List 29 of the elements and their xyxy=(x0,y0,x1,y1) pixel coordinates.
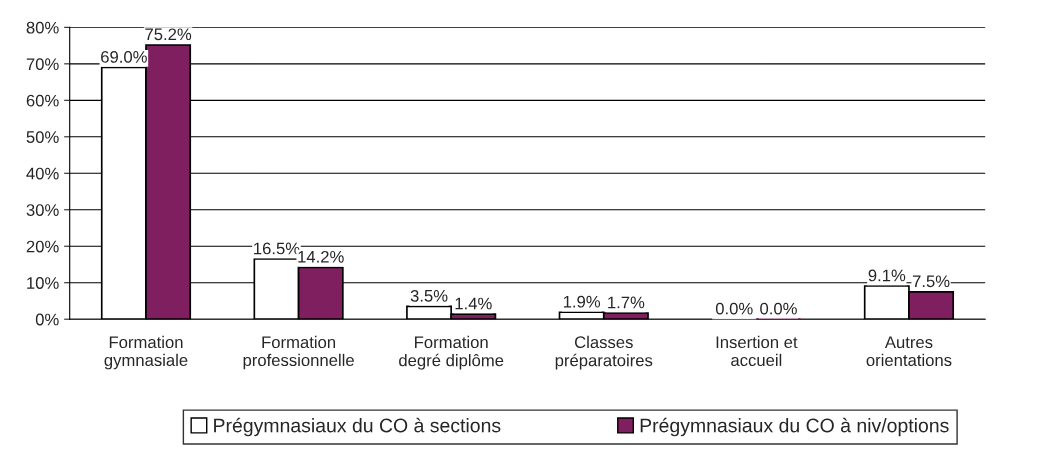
data-label: 69.0% xyxy=(101,51,147,63)
data-label: 7.5% xyxy=(912,275,950,288)
data-label: 9.1% xyxy=(868,269,906,282)
x-tick-label: Insertion et accueil xyxy=(716,335,798,367)
data-label: 1.9% xyxy=(563,295,601,308)
data-label: 0.0% xyxy=(715,302,753,315)
x-tick-label: Formation degré diplôme xyxy=(399,335,504,370)
data-label: 75.2% xyxy=(145,28,192,41)
legend-label: Prégymnasiaux du CO à sections xyxy=(214,417,501,437)
x-tick-label: Formation professionnelle xyxy=(243,335,354,370)
y-tick-label: 10% xyxy=(27,277,59,289)
data-label: 16.5% xyxy=(254,242,300,255)
data-label: 0.0% xyxy=(760,302,797,315)
y-tick-label: 80% xyxy=(26,21,59,34)
y-tick-label: 30% xyxy=(26,204,59,216)
x-tick-label: Autres orientations xyxy=(866,336,952,367)
x-tick-label: Classes préparatoires xyxy=(555,335,653,370)
y-tick-label: 70% xyxy=(26,58,59,71)
y-tick-label: 20% xyxy=(26,240,59,253)
y-tick-label: 60% xyxy=(26,94,59,107)
x-tick-label: Formation gymnasiale xyxy=(104,335,188,370)
legend-label: Prégymnasiaux du CO à niv/options xyxy=(640,417,949,437)
data-label: 1.4% xyxy=(455,297,492,310)
y-tick-label: 0% xyxy=(35,313,59,326)
data-label: 3.5% xyxy=(410,289,448,302)
data-label: 1.7% xyxy=(608,296,645,309)
y-tick-label: 50% xyxy=(26,131,59,143)
data-label: 14.2% xyxy=(298,250,344,263)
y-tick-label: 40% xyxy=(26,167,59,180)
